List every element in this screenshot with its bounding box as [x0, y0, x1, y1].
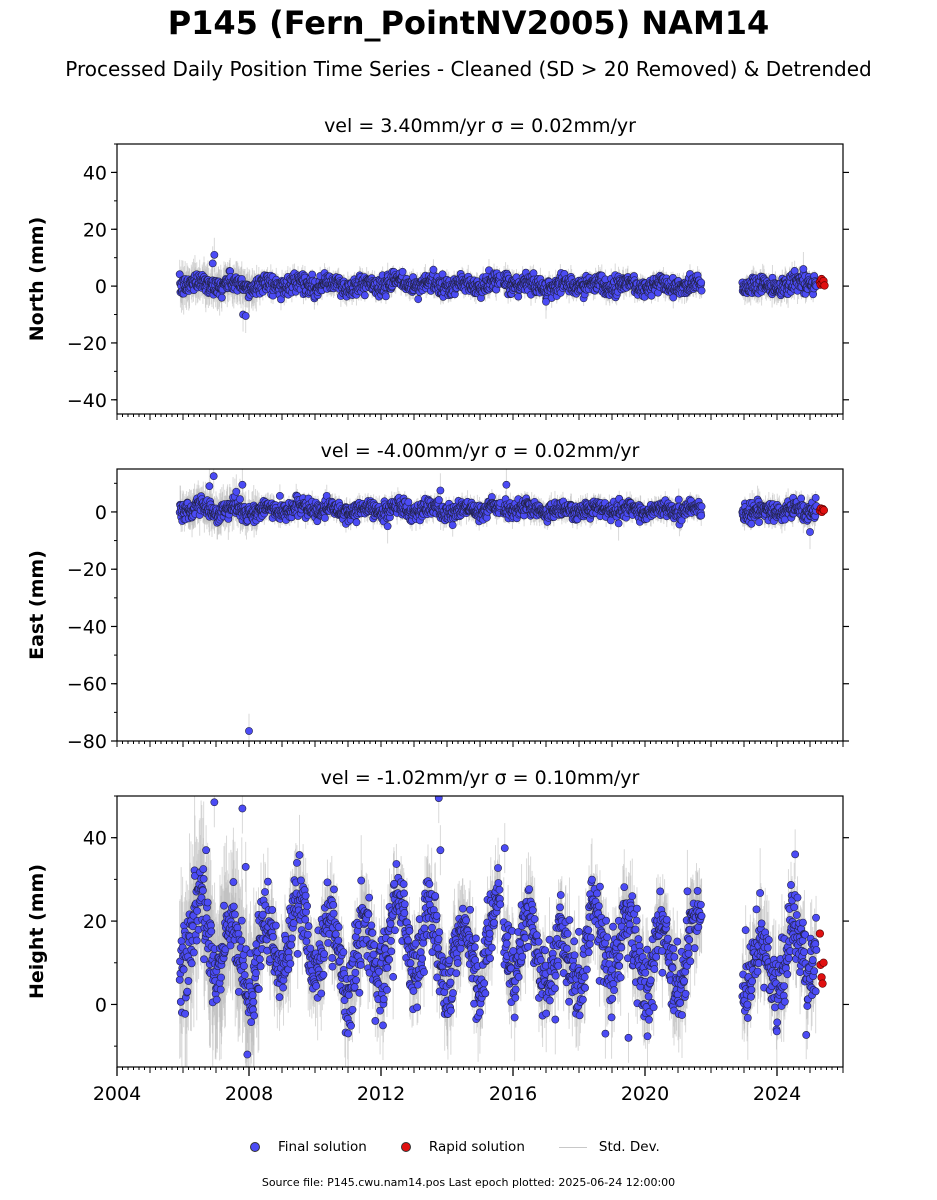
final-point: [669, 293, 678, 302]
final-point: [241, 312, 250, 320]
chart-subtitle: Processed Daily Position Time Series - C…: [65, 57, 872, 81]
final-point: [210, 250, 219, 259]
final-point: [647, 291, 656, 300]
rapid-point: [820, 281, 829, 290]
final-point: [438, 270, 447, 279]
panel-title: vel = 3.40mm/yr σ = 0.02mm/yr: [324, 115, 636, 137]
final-point: [217, 293, 226, 302]
final-point: [360, 291, 369, 300]
final-point: [514, 292, 523, 301]
final-point: [697, 286, 706, 295]
final-point: [414, 295, 423, 304]
final-point: [799, 265, 808, 273]
y-tick-label: 40: [83, 162, 107, 184]
final-point: [542, 297, 550, 306]
final-point: [429, 265, 438, 274]
y-tick-label: −40: [67, 390, 107, 412]
chart-title: P145 (Fern_PointNV2005) NAM14: [167, 4, 770, 42]
panel-0: −40 −20 0 20 40 vel = 3.40mm/yr σ = 0.02mm/yr…: [26, 115, 849, 420]
y-tick-label: −20: [67, 333, 107, 355]
y-tick-label: 0: [95, 276, 107, 298]
final-point: [381, 292, 390, 301]
final-point: [208, 259, 217, 268]
final-solution-points: [175, 250, 829, 320]
y-tick-label: 20: [83, 219, 107, 241]
y-axis-label: North (mm): [26, 217, 48, 342]
final-point: [697, 278, 706, 287]
final-point: [398, 267, 407, 276]
